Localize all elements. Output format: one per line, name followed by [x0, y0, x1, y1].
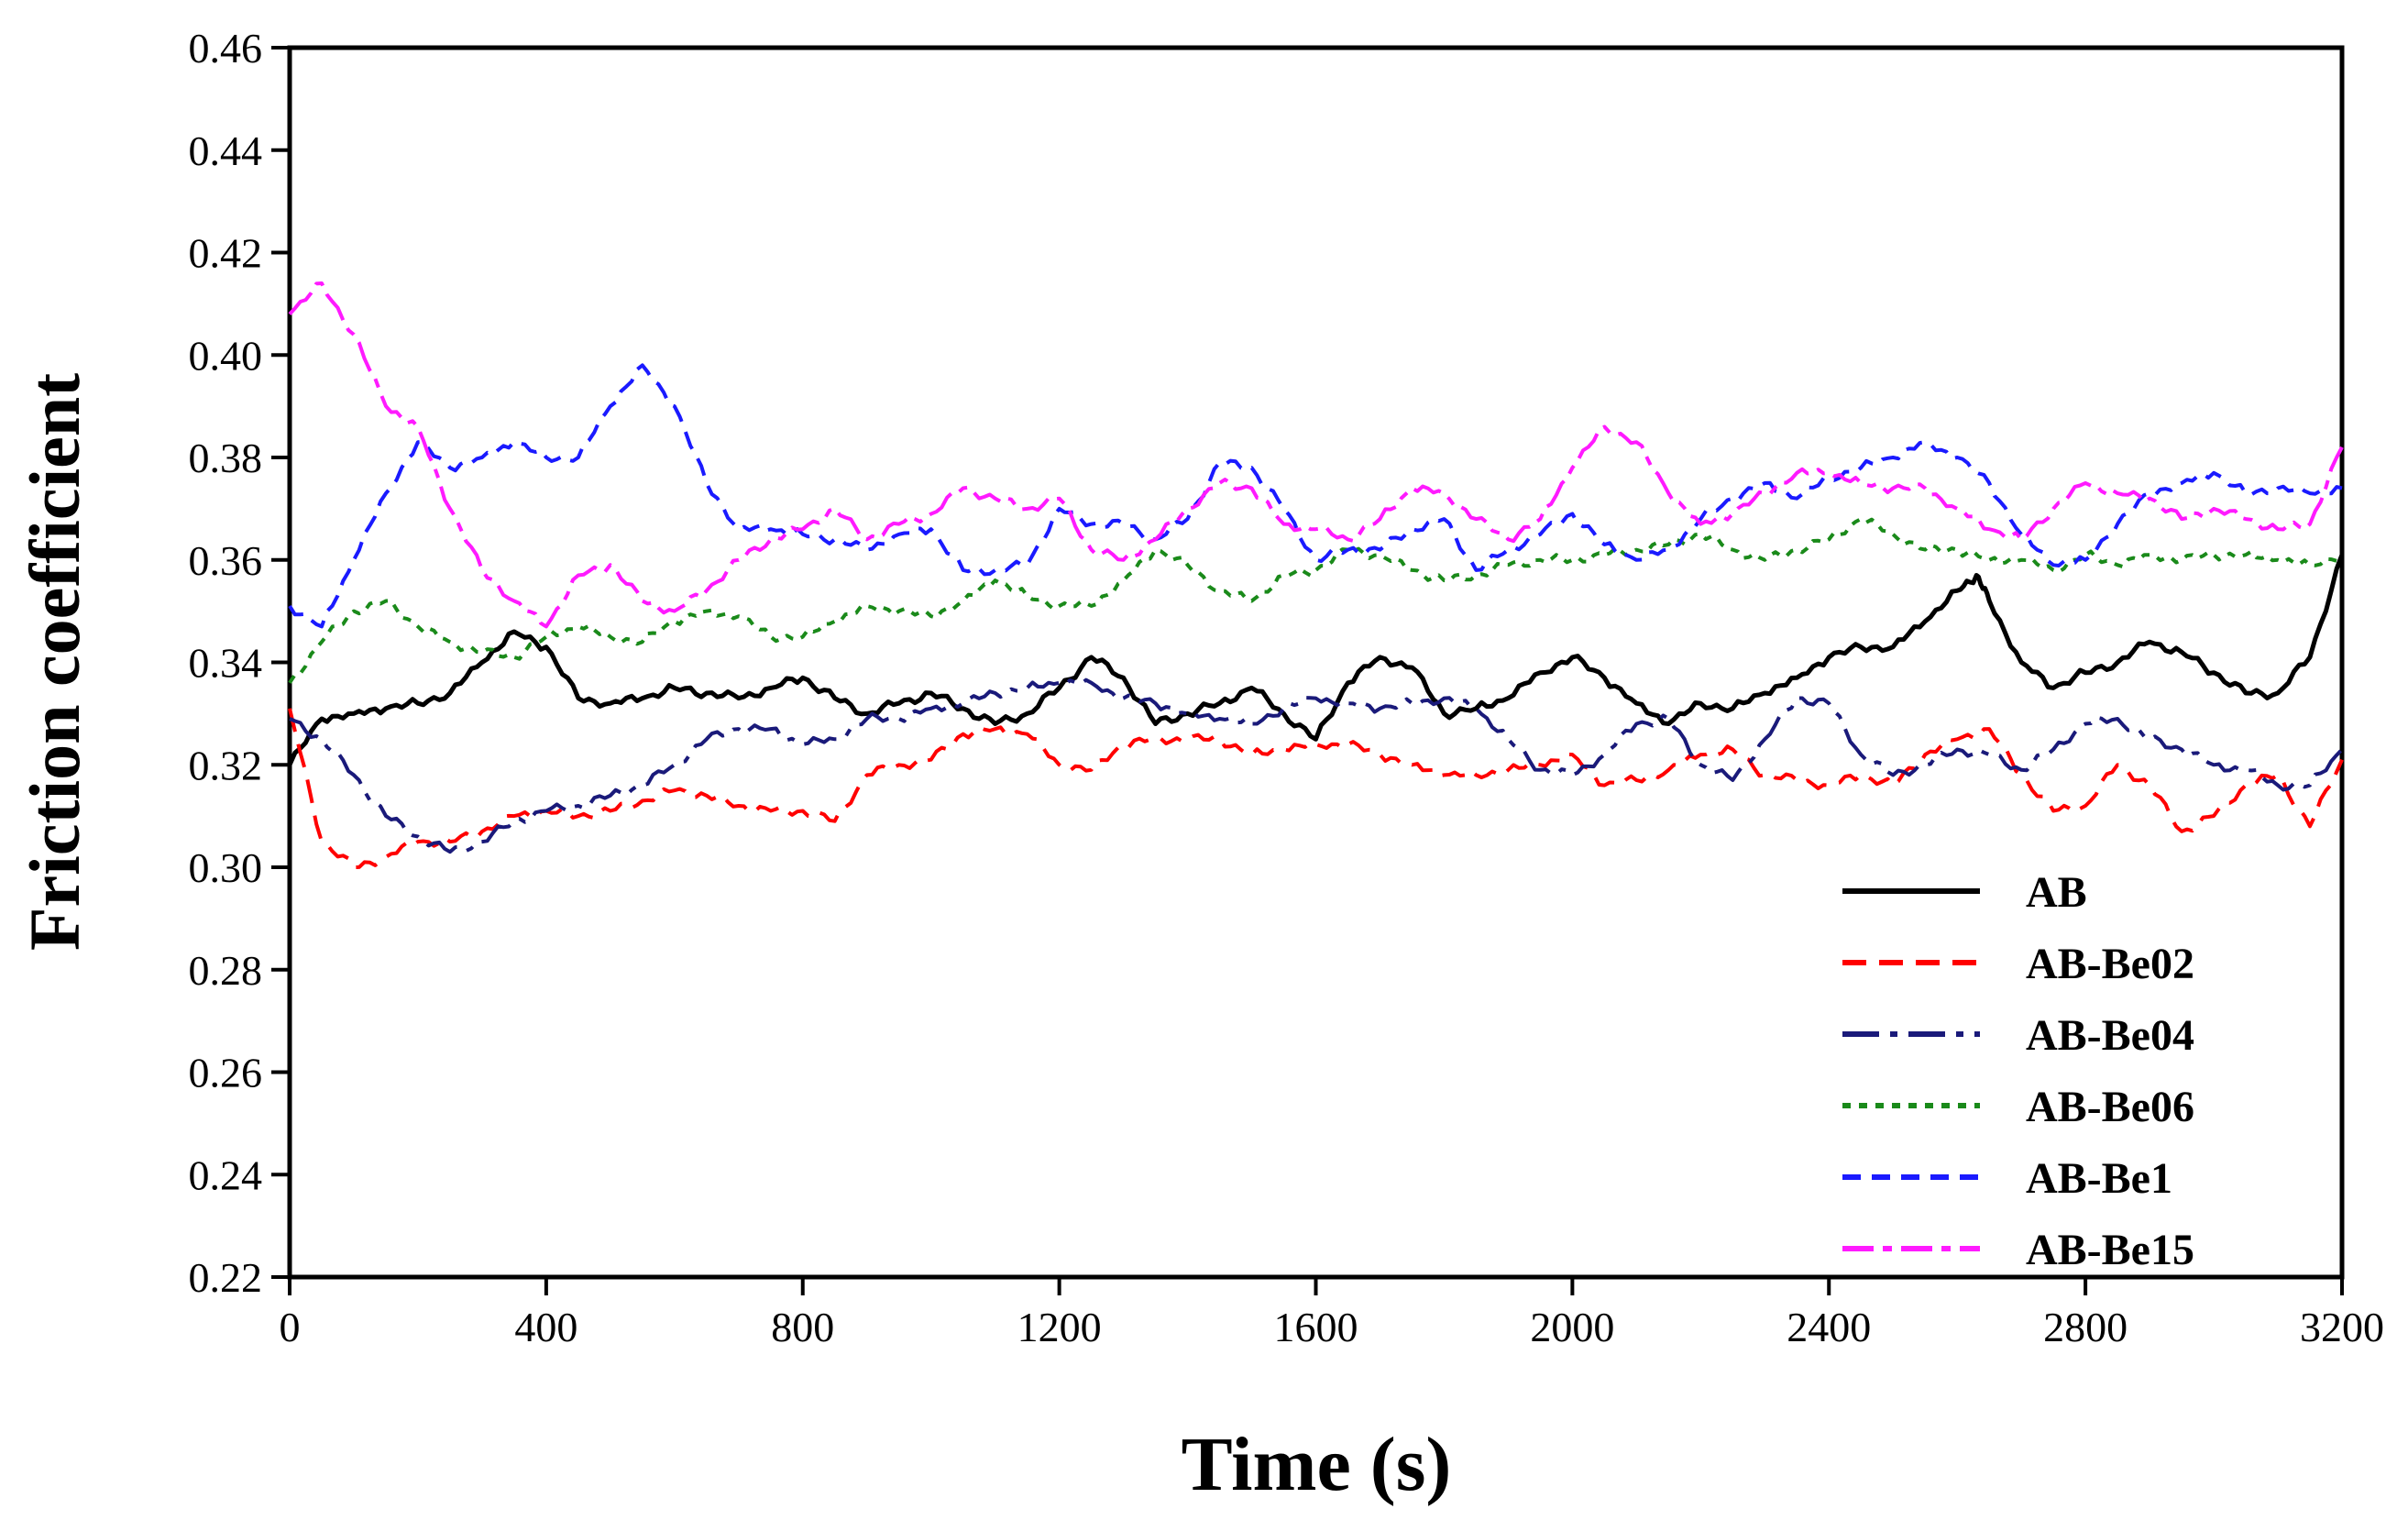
x-tick-label: 0	[280, 1304, 301, 1350]
series-line-ab-be04	[289, 677, 2344, 854]
x-tick-label: 2400	[1787, 1304, 1871, 1350]
y-tick-label: 0.40	[189, 332, 263, 379]
x-tick-label: 400	[514, 1304, 577, 1350]
y-tick-label: 0.28	[189, 947, 263, 994]
x-tick-label: 2000	[1530, 1304, 1614, 1350]
series-line-ab-be1	[288, 363, 2343, 629]
legend: AB AB-Be02 AB-Be04 AB-Be06 AB-Be1 AB-Be15	[1842, 868, 2194, 1274]
y-axis-title: Friction coefficient	[15, 373, 94, 951]
y-tick-label: 0.32	[189, 742, 263, 788]
y-tick-label: 0.44	[189, 127, 263, 174]
legend-label-ab-be06: AB-Be06	[2026, 1083, 2194, 1131]
x-tick-label: 3200	[2300, 1304, 2384, 1350]
y-tick-label: 0.34	[189, 640, 263, 687]
x-tick-label: 1600	[1274, 1304, 1358, 1350]
y-tick-label: 0.24	[189, 1151, 263, 1198]
x-tick-label: 1200	[1017, 1304, 1102, 1350]
y-tick-label: 0.30	[189, 844, 263, 891]
y-axis: 0.22 0.24 0.26 0.28 0.30 0.32 0.34 0.36 0.38 0.40…	[189, 25, 290, 1301]
x-axis: 0 400 800 1200 1600 2000 2400 2800 3200	[280, 1277, 2384, 1350]
y-tick-label: 0.42	[189, 230, 263, 277]
y-tick-label: 0.26	[189, 1050, 263, 1096]
series-line-ab	[287, 554, 2345, 766]
series-layer	[287, 281, 2345, 869]
legend-label-ab-be04: AB-Be04	[2026, 1011, 2194, 1060]
y-tick-label: 0.22	[189, 1254, 263, 1301]
x-axis-title: Time (s)	[1182, 1422, 1452, 1507]
legend-label-ab-be02: AB-Be02	[2026, 940, 2194, 988]
x-tick-label: 2800	[2043, 1304, 2128, 1350]
legend-label-ab-be15: AB-Be15	[2026, 1226, 2194, 1274]
y-tick-label: 0.36	[189, 537, 263, 584]
y-tick-label: 0.46	[189, 25, 263, 72]
x-tick-label: 800	[771, 1304, 834, 1350]
series-line-ab-be15	[288, 281, 2344, 629]
series-line-ab-be02	[288, 708, 2344, 869]
y-tick-label: 0.38	[189, 435, 263, 481]
series-line-ab-be06	[288, 517, 2344, 684]
legend-label-ab-be1: AB-Be1	[2026, 1154, 2172, 1203]
legend-label-ab: AB	[2026, 868, 2087, 917]
